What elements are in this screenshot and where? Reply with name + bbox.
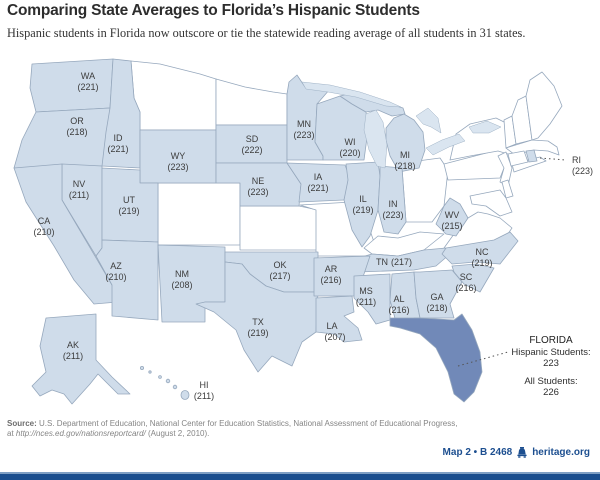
- state-mt: [130, 60, 217, 131]
- state-label-ia: IA (221): [307, 172, 328, 193]
- florida-hispanic-label: Hispanic Students:: [511, 347, 590, 358]
- state-label-or: OR (218): [66, 116, 87, 137]
- source-note: Source: U.S. Department of Education, Na…: [7, 419, 567, 439]
- lake-superior: [301, 81, 402, 108]
- florida-annotation-name: FLORIDA: [529, 335, 573, 346]
- state-nc: [441, 231, 519, 265]
- state-hi: [139, 365, 190, 400]
- state-wv: [435, 197, 469, 237]
- state-in: [377, 165, 407, 235]
- state-label-id: ID (221): [107, 133, 128, 154]
- state-label-az: AZ (210): [105, 261, 126, 282]
- us-map: WA (221) OR (218) ID (221) WY (223) NV (211) …: [0, 50, 600, 418]
- state-label-ms: MS (211): [356, 286, 376, 307]
- great-lakes: [301, 81, 502, 169]
- state-label-in: IN (223): [382, 199, 403, 220]
- footer-bar-dark: [0, 474, 600, 480]
- state-label-tx: TX (219): [247, 317, 268, 338]
- state-il: [343, 161, 381, 248]
- heritage-site: heritage.org: [532, 447, 590, 458]
- footer-bar-light: [0, 472, 600, 474]
- state-label-wv: WV (215): [441, 210, 462, 231]
- heritage-bell-icon: [516, 447, 528, 458]
- state-label-nc: NC (219): [471, 247, 492, 268]
- state-az: [95, 239, 159, 321]
- state-mi: [385, 113, 426, 173]
- shaded-states: [13, 58, 538, 405]
- state-ms: [353, 273, 391, 325]
- state-label-wi: WI (220): [339, 137, 360, 158]
- state-label-nm: NM (208): [171, 269, 192, 290]
- footer-credit: Map 2 • B 2468 heritage.org: [443, 447, 590, 458]
- state-de: [501, 179, 514, 199]
- source-url: http://nces.ed.gov/nationsreportcard/: [15, 429, 146, 438]
- state-fl: [389, 313, 483, 403]
- us-map-svg: WA (221) OR (218) ID (221) WY (223) NV (211) …: [13, 58, 593, 405]
- state-ca: [13, 163, 119, 305]
- state-label-wy: WY (223): [167, 151, 188, 172]
- state-co: [157, 182, 241, 246]
- state-ia: [286, 162, 351, 203]
- state-la: [315, 295, 363, 343]
- florida-all-label: All Students:: [524, 376, 577, 387]
- state-label-ok: OK (217): [269, 260, 290, 281]
- state-label-mi: MI (218): [394, 150, 415, 171]
- state-ri: [525, 149, 538, 163]
- state-label-tn: TN (217): [376, 257, 412, 267]
- source-text: U.S. Department of Education, National C…: [36, 419, 458, 428]
- state-label-ri: RI (223): [572, 155, 593, 176]
- state-ct: [507, 150, 529, 167]
- state-label-nv: NV (211): [69, 179, 89, 200]
- state-labels: WA (221) OR (218) ID (221) WY (223) NV (211) …: [33, 71, 593, 401]
- state-nd: [215, 78, 288, 126]
- florida-annotation: FLORIDA Hispanic Students: 223 All Stude…: [511, 335, 590, 398]
- state-label-sc: SC (216): [455, 272, 476, 293]
- state-label-il: IL (219): [352, 194, 373, 215]
- state-sc: [451, 263, 495, 293]
- state-me: [525, 71, 563, 141]
- state-label-la: LA (207): [324, 321, 345, 342]
- page-title: Comparing State Averages to Florida’s Hi…: [7, 2, 420, 19]
- state-wa: [29, 58, 114, 113]
- state-label-mn: MN (223): [293, 119, 314, 140]
- state-or: [13, 107, 111, 169]
- state-label-ne: NE (223): [247, 176, 268, 197]
- lake-huron: [415, 107, 442, 134]
- state-label-ga: GA (218): [426, 292, 447, 313]
- state-label-ak: AK (211): [63, 340, 83, 361]
- source-line2-pre: at: [7, 429, 16, 438]
- state-label-sd: SD (222): [241, 134, 262, 155]
- page-subtitle: Hispanic students in Florida now outscor…: [7, 26, 526, 40]
- source-prefix: Source:: [7, 419, 37, 428]
- florida-all-value: 226: [543, 387, 559, 398]
- state-md: [469, 189, 513, 217]
- state-label-wa: WA (221): [77, 71, 98, 92]
- state-tx: [195, 261, 319, 373]
- florida-hispanic-value: 223: [543, 358, 559, 369]
- state-label-ar: AR (216): [320, 264, 341, 285]
- state-ks: [239, 205, 319, 251]
- map-number: Map 2 • B 2468: [442, 447, 513, 458]
- lake-ontario: [468, 120, 502, 134]
- lake-erie: [425, 133, 466, 156]
- state-ak: [31, 313, 131, 405]
- lake-michigan: [363, 109, 388, 169]
- state-label-ut: UT (219): [118, 195, 139, 216]
- state-label-al: AL (216): [388, 294, 409, 315]
- state-label-hi: HI (211): [194, 380, 214, 401]
- state-sd: [215, 124, 288, 164]
- source-line2-post: (August 2, 2010).: [145, 429, 210, 438]
- state-label-ca: CA (210): [33, 216, 54, 237]
